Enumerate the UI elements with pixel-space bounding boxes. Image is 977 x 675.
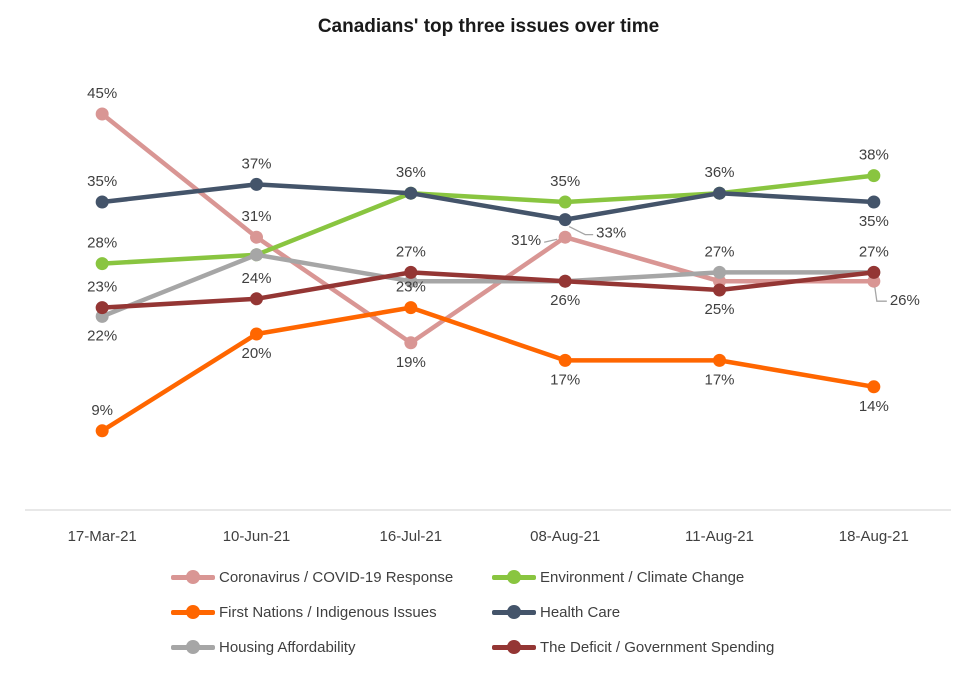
data-point-label: 35%	[859, 213, 889, 230]
data-point-label: 20%	[241, 345, 271, 362]
x-axis-label: 08-Aug-21	[530, 528, 600, 545]
data-point-marker	[558, 274, 572, 288]
data-point-marker	[95, 107, 109, 121]
data-point-marker	[404, 265, 418, 279]
x-axis-label: 17-Mar-21	[68, 528, 137, 545]
data-point-label: 36%	[704, 164, 734, 181]
data-point-label: 33%	[596, 225, 626, 242]
data-point-label: 23%	[396, 279, 426, 296]
data-point-marker	[250, 230, 263, 244]
label-leader-line	[874, 287, 887, 302]
data-point-marker	[250, 327, 263, 341]
data-point-marker	[867, 169, 881, 183]
data-point-marker	[713, 283, 726, 297]
series-line	[99, 305, 877, 434]
data-point-label: 38%	[859, 147, 889, 164]
data-point-marker	[558, 230, 572, 244]
data-point-marker	[558, 213, 572, 227]
data-point-label: 28%	[87, 235, 117, 252]
series-line	[99, 182, 877, 222]
series-line	[99, 270, 877, 310]
data-point-marker	[867, 195, 881, 209]
data-point-label: 14%	[859, 398, 889, 415]
data-point-label: 22%	[87, 327, 117, 344]
data-point-marker	[95, 195, 109, 209]
series-line	[99, 111, 877, 346]
data-point-marker	[713, 186, 726, 200]
label-leader-line	[568, 226, 594, 236]
data-point-label: 17%	[550, 371, 580, 388]
series-line	[99, 252, 877, 319]
data-point-label: 27%	[859, 243, 889, 260]
x-axis-label: 11-Aug-21	[685, 528, 754, 545]
data-point-marker	[558, 353, 572, 367]
data-point-label: 25%	[704, 301, 734, 318]
data-point-marker	[558, 195, 572, 209]
data-point-label: 23%	[87, 279, 117, 296]
data-point-marker	[95, 257, 109, 271]
data-point-marker	[713, 353, 726, 367]
data-point-label: 9%	[91, 402, 113, 419]
data-point-marker	[404, 186, 418, 200]
data-point-label: 35%	[550, 173, 580, 190]
data-point-marker	[404, 336, 418, 350]
label-leader-line	[544, 238, 558, 243]
data-point-marker	[867, 265, 881, 279]
data-point-label: 17%	[704, 371, 734, 388]
x-axis-label: 18-Aug-21	[839, 528, 909, 545]
data-point-marker	[250, 248, 263, 262]
data-point-label: 35%	[87, 173, 117, 190]
data-point-marker	[250, 177, 263, 191]
series-line	[99, 173, 877, 266]
data-point-label: 19%	[396, 354, 426, 371]
data-point-marker	[713, 265, 726, 279]
data-point-marker	[404, 301, 418, 315]
data-point-marker	[95, 301, 109, 315]
data-point-label: 37%	[241, 155, 271, 172]
data-point-label: 24%	[241, 270, 271, 287]
data-point-label: 45%	[87, 85, 117, 102]
x-axis-label: 16-Jul-21	[380, 528, 443, 545]
data-point-marker	[867, 380, 881, 394]
data-point-marker	[95, 424, 109, 438]
x-axis-label: 10-Jun-21	[223, 528, 291, 545]
chart-title: Canadians' top three issues over time	[317, 16, 660, 37]
data-point-label: 36%	[396, 164, 426, 181]
data-point-marker	[250, 292, 263, 306]
data-point-label: 26%	[890, 292, 920, 309]
data-point-label: 27%	[704, 243, 734, 260]
data-point-label: 26%	[550, 292, 580, 309]
data-point-label: 31%	[511, 232, 541, 249]
data-point-label: 31%	[241, 208, 271, 225]
data-point-label: 27%	[396, 243, 426, 260]
